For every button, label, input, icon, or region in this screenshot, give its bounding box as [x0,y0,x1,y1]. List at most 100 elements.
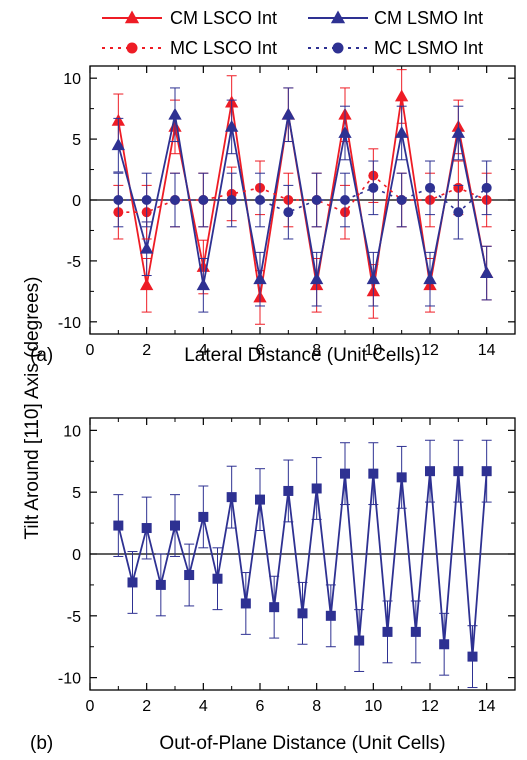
series-cm_lsmo [111,87,494,313]
data-point-triangle [111,138,125,151]
data-point-square [127,577,138,588]
data-point-circle [198,195,209,205]
panel-b: 0 2 4 6 8 10 12 14 -10 -5 0 5 10 (b) Out-of-Plane Dist… [30,417,516,754]
data-point-triangle [196,278,210,291]
data-point-triangle [281,107,295,120]
legend-label: CM LSCO Int [170,8,277,28]
x-tick-label: 12 [421,698,439,715]
data-point-circle [425,182,435,193]
data-point-triangle [480,266,494,278]
data-point-circle [368,182,379,193]
data-point-square [297,608,308,619]
y-tick-label: -5 [67,254,81,271]
panel-label: (b) [30,733,53,754]
data-point-triangle [168,107,182,120]
y-tick-label: 5 [72,132,81,149]
legend-circle-marker [126,42,138,54]
x-tick-label: 6 [256,342,265,359]
legend-label: MC LSCO Int [170,38,277,58]
x-tick-label: 6 [256,698,265,715]
data-point-square [198,511,209,522]
x-tick-label: 12 [421,342,439,359]
data-point-square [240,598,251,609]
data-point-triangle [423,272,437,285]
data-point-square [226,492,237,503]
data-point-circle [283,207,294,218]
data-point-square [425,466,435,477]
x-tick-label: 0 [86,342,95,359]
data-point-square [113,520,124,531]
data-point-circle [311,195,322,205]
data-point-circle [340,195,350,205]
data-point-square [481,466,492,477]
x-axis-title: Lateral Distance (Unit Cells) [184,345,421,366]
y-tick-label: 0 [72,193,81,210]
x-tick-label: 8 [312,698,321,715]
y-tick-label: 5 [72,485,81,502]
data-point-square [269,602,280,613]
y-tick-label: 0 [72,547,81,564]
x-tick-label: 2 [142,698,151,715]
panel-a: 0 2 4 6 8 10 12 14 -10 -5 0 5 10 (a) Lateral Distance … [30,65,516,366]
data-point-square [311,483,322,494]
series-line [117,114,488,286]
data-point-circle [453,207,464,218]
data-point-triangle [140,241,154,254]
data-point-circle [226,195,237,205]
data-point-triangle [395,126,409,138]
legend-label: CM LSMO Int [374,8,483,28]
series-oop [113,439,492,689]
legend-triangle-marker [330,10,346,24]
data-point-square [354,635,365,646]
series-mc_lsmo [113,160,492,240]
data-point-square [340,468,350,479]
data-point-triangle [451,126,465,138]
data-point-square [382,626,393,637]
data-point-triangle [310,272,324,285]
data-point-circle [255,195,265,205]
y-tick-label: -10 [58,315,81,332]
legend-label: MC LSMO Int [374,38,483,58]
data-point-triangle [338,126,352,138]
data-point-circle [141,195,152,205]
legend: CM LSCO Int CM LSMO Int MC LSCO Int MC L… [102,8,483,58]
data-point-square [396,472,407,483]
data-point-square [410,626,421,637]
data-point-square [155,579,166,590]
data-point-square [467,651,478,662]
data-point-circle [113,195,124,205]
panel-label: (a) [30,345,53,366]
legend-item-mc-lsco: MC LSCO Int [102,38,277,58]
data-point-square [212,573,223,584]
data-point-square [325,610,336,621]
legend-item-cm-lsco: CM LSCO Int [102,8,277,28]
data-point-square [439,639,450,650]
data-point-triangle [253,272,267,285]
x-tick-label: 8 [312,342,321,359]
data-point-square [255,494,265,505]
x-tick-label: 14 [478,342,496,359]
x-tick-label: 10 [364,342,382,359]
legend-item-mc-lsmo: MC LSMO Int [308,38,483,58]
data-point-square [141,523,152,534]
data-point-square [184,570,195,581]
legend-item-cm-lsmo: CM LSMO Int [308,8,483,28]
y-tick-label: -10 [58,671,81,688]
x-tick-label: 0 [86,698,95,715]
data-point-circle [396,195,407,205]
x-axis-title: Out-of-Plane Distance (Unit Cells) [159,733,445,754]
data-point-square [453,466,464,477]
x-tick-label: 10 [364,698,382,715]
y-axis-title: Tilt Around [110] Axis (degrees) [22,277,43,540]
data-point-square [368,468,379,479]
y-tick-label: 10 [63,423,81,440]
legend-triangle-marker [124,10,140,24]
data-point-circle [170,195,180,205]
legend-circle-marker [332,42,344,54]
x-tick-label: 4 [199,698,208,715]
data-point-circle [481,182,492,193]
data-point-triangle [225,119,239,132]
x-tick-label: 4 [199,342,208,359]
data-point-triangle [395,89,409,102]
